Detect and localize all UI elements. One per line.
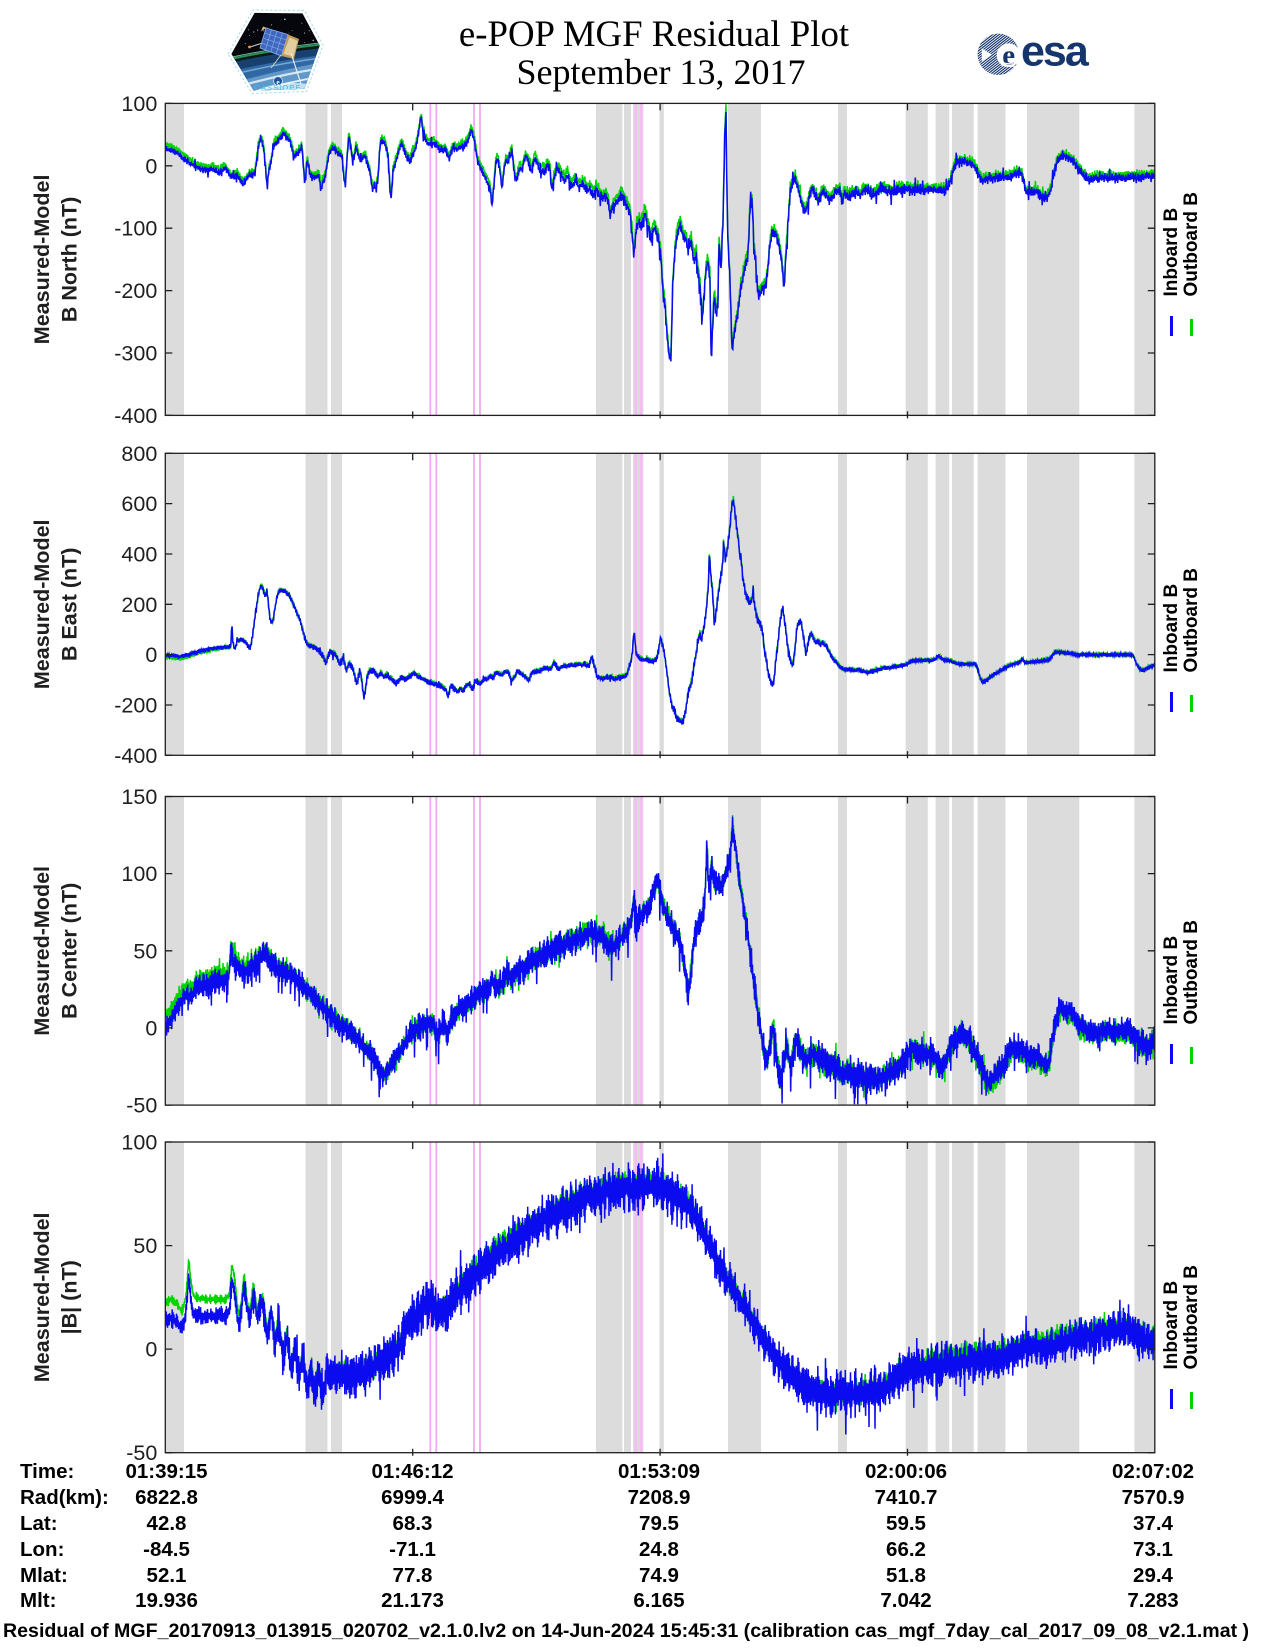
svg-text:52.1: 52.1 (147, 1564, 187, 1587)
svg-text:73.1: 73.1 (1133, 1538, 1173, 1561)
svg-text:B Center (nT): B Center (nT) (58, 883, 82, 1019)
svg-text:Inboard B: Inboard B (1161, 1281, 1182, 1370)
svg-text:-300: -300 (114, 342, 157, 366)
svg-text:100: 100 (121, 862, 157, 886)
svg-text:01:39:15: 01:39:15 (125, 1460, 207, 1483)
svg-text:Inboard B: Inboard B (1161, 584, 1182, 673)
svg-text:Lon:: Lon: (20, 1538, 64, 1561)
svg-text:-50: -50 (126, 1094, 157, 1118)
svg-text:6999.4: 6999.4 (381, 1486, 444, 1509)
svg-text:400: 400 (121, 543, 157, 567)
svg-text:Outboard B: Outboard B (1181, 568, 1202, 673)
svg-text:01:53:09: 01:53:09 (618, 1460, 700, 1483)
svg-text:Residual of MGF_20170913_01391: Residual of MGF_20170913_013915_020702_v… (3, 1620, 1249, 1642)
svg-text:7208.9: 7208.9 (628, 1486, 691, 1509)
svg-text:100: 100 (121, 1131, 157, 1155)
svg-text:50: 50 (133, 1234, 157, 1258)
svg-text:Outboard B: Outboard B (1181, 1265, 1202, 1370)
svg-text:7.042: 7.042 (880, 1589, 931, 1612)
svg-text:0: 0 (145, 643, 157, 667)
svg-text:21.173: 21.173 (381, 1589, 444, 1612)
svg-text:Mlt:: Mlt: (20, 1589, 56, 1612)
svg-text:77.8: 77.8 (393, 1564, 433, 1587)
svg-text:Mlat:: Mlat: (20, 1564, 68, 1587)
svg-text:e: e (276, 77, 280, 86)
svg-text:-50: -50 (126, 1441, 157, 1465)
svg-text:800: 800 (121, 442, 157, 466)
svg-text:7410.7: 7410.7 (875, 1486, 938, 1509)
svg-text:Inboard B: Inboard B (1161, 208, 1182, 297)
svg-text:24.8: 24.8 (639, 1538, 679, 1561)
svg-text:79.5: 79.5 (639, 1512, 679, 1535)
svg-text:B East (nT): B East (nT) (58, 548, 82, 661)
svg-text:Inboard B: Inboard B (1161, 936, 1182, 1025)
svg-text:0: 0 (145, 1016, 157, 1040)
svg-text:37.4: 37.4 (1133, 1512, 1173, 1535)
svg-text:6822.8: 6822.8 (135, 1486, 198, 1509)
svg-text:7.283: 7.283 (1127, 1589, 1178, 1612)
svg-text:100: 100 (121, 92, 157, 116)
svg-text:0: 0 (145, 154, 157, 178)
svg-text:0: 0 (145, 1338, 157, 1362)
svg-text:19.936: 19.936 (135, 1589, 198, 1612)
svg-text:Lat:: Lat: (20, 1512, 58, 1535)
svg-text:51.8: 51.8 (886, 1564, 926, 1587)
svg-text:7570.9: 7570.9 (1122, 1486, 1185, 1509)
svg-text:e-POP MGF Residual Plot: e-POP MGF Residual Plot (459, 13, 849, 54)
svg-text:01:46:12: 01:46:12 (371, 1460, 453, 1483)
svg-text:66.2: 66.2 (886, 1538, 926, 1561)
svg-text:Measured-Model: Measured-Model (30, 519, 54, 689)
svg-text:200: 200 (121, 593, 157, 617)
svg-text:Rad(km):: Rad(km): (20, 1486, 109, 1509)
svg-text:-84.5: -84.5 (143, 1538, 190, 1561)
svg-text:Outboard B: Outboard B (1181, 192, 1202, 297)
svg-text:-200: -200 (114, 694, 157, 718)
svg-text:600: 600 (121, 492, 157, 516)
svg-text:Measured-Model: Measured-Model (30, 175, 54, 345)
svg-text:esa: esa (1021, 28, 1090, 76)
svg-text:-100: -100 (114, 217, 157, 241)
svg-text:50: 50 (133, 939, 157, 963)
svg-text:-71.1: -71.1 (389, 1538, 436, 1561)
svg-text:02:00:06: 02:00:06 (865, 1460, 947, 1483)
svg-text:59.5: 59.5 (886, 1512, 926, 1535)
svg-text:150: 150 (121, 785, 157, 809)
svg-text:CASSIOPE: CASSIOPE (254, 83, 301, 92)
svg-text:Outboard B: Outboard B (1181, 920, 1202, 1025)
svg-text:September 13, 2017: September 13, 2017 (517, 52, 806, 92)
svg-text:-400: -400 (114, 404, 157, 428)
svg-text:-400: -400 (114, 744, 157, 768)
svg-text:Measured-Model: Measured-Model (30, 866, 54, 1036)
svg-text:02:07:02: 02:07:02 (1112, 1460, 1194, 1483)
svg-text:74.9: 74.9 (639, 1564, 679, 1587)
svg-text:-200: -200 (114, 279, 157, 303)
svg-text:Measured-Model: Measured-Model (30, 1212, 54, 1382)
svg-text:B North (nT): B North (nT) (58, 197, 82, 322)
svg-text:42.8: 42.8 (147, 1512, 187, 1535)
svg-text:68.3: 68.3 (393, 1512, 433, 1535)
svg-text:Time:: Time: (20, 1460, 74, 1483)
svg-text:6.165: 6.165 (633, 1589, 684, 1612)
svg-text:29.4: 29.4 (1133, 1564, 1173, 1587)
svg-text:|B| (nT): |B| (nT) (58, 1260, 82, 1334)
